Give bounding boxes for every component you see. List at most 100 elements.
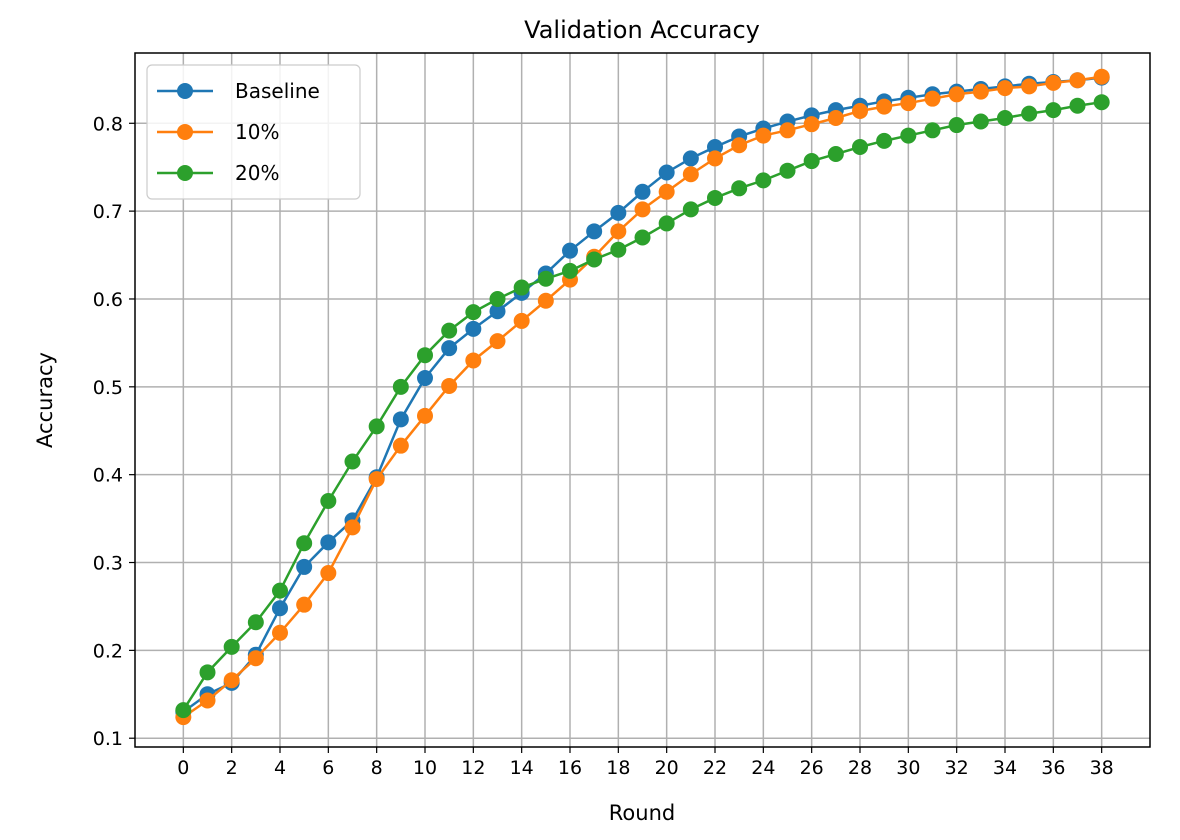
data-point <box>755 172 772 189</box>
data-point <box>223 638 240 655</box>
data-point <box>658 215 675 232</box>
x-tick-label: 6 <box>322 757 334 779</box>
data-point <box>392 411 409 428</box>
legend-box <box>146 64 361 200</box>
data-point <box>296 596 313 613</box>
data-point <box>876 98 893 115</box>
data-point <box>465 352 482 369</box>
y-tick-label: 0.4 <box>93 465 123 487</box>
data-point <box>199 692 216 709</box>
data-point <box>272 624 288 641</box>
data-point <box>803 153 820 170</box>
data-point <box>368 471 385 488</box>
data-point <box>417 370 433 387</box>
data-point <box>900 127 917 144</box>
data-point <box>634 229 651 246</box>
data-point <box>417 347 433 364</box>
data-point <box>779 162 796 179</box>
data-point <box>755 127 772 144</box>
data-point <box>489 290 506 307</box>
data-point <box>948 86 965 103</box>
x-tick-label: 38 <box>1090 757 1114 779</box>
y-tick-label: 0.7 <box>93 201 123 223</box>
data-point <box>1069 72 1086 89</box>
data-point <box>344 519 361 536</box>
x-tick-label: 4 <box>274 757 286 779</box>
series-layer <box>175 68 1110 726</box>
data-point <box>610 241 627 258</box>
data-point <box>247 614 264 631</box>
data-point <box>199 664 216 681</box>
x-tick-label: 30 <box>896 757 920 779</box>
data-point <box>682 201 699 218</box>
data-point <box>320 565 337 582</box>
data-point <box>1045 74 1062 91</box>
x-tick-label: 18 <box>606 757 630 779</box>
data-point <box>586 251 603 268</box>
data-point <box>368 418 385 435</box>
data-point <box>658 164 675 181</box>
legend-marker <box>177 124 193 140</box>
data-point <box>344 453 361 470</box>
y-tick-label: 0.2 <box>93 640 123 662</box>
y-tick-label: 0.5 <box>93 377 123 399</box>
data-point <box>707 138 723 155</box>
data-point <box>707 150 723 167</box>
chart-title: Validation Accuracy <box>524 16 760 44</box>
data-point <box>441 340 458 357</box>
data-point <box>827 146 844 163</box>
data-point <box>610 204 627 221</box>
data-point <box>562 262 578 279</box>
data-point <box>296 558 313 575</box>
data-point <box>296 535 313 552</box>
x-tick-label: 8 <box>371 757 383 779</box>
data-point <box>1093 94 1110 111</box>
data-point <box>586 223 603 240</box>
series-20pct <box>175 94 1110 719</box>
data-point <box>1045 102 1062 119</box>
data-point <box>682 150 699 167</box>
legend: Baseline 10% 20% <box>146 64 361 200</box>
legend-label: 10% <box>235 120 279 144</box>
x-tick-label: 22 <box>703 757 727 779</box>
x-tick-label: 26 <box>800 757 824 779</box>
data-point <box>489 333 506 350</box>
data-point <box>610 223 627 240</box>
x-tick-label: 16 <box>558 757 582 779</box>
data-point <box>948 117 965 134</box>
grid <box>135 53 1150 747</box>
data-point <box>489 303 506 320</box>
data-point <box>634 201 651 218</box>
x-tick-label: 12 <box>461 757 485 779</box>
data-point <box>707 189 723 206</box>
y-tick-label: 0.1 <box>93 728 123 750</box>
data-point <box>513 279 530 296</box>
legend-label: Baseline <box>235 79 320 103</box>
data-point <box>682 166 699 183</box>
ticks: 0 2 4 6 8 10 12 14 16 18 20 22 24 26 28 30 32 34 36 380.10.… <box>93 113 1114 779</box>
data-point <box>731 137 748 154</box>
y-tick-label: 0.3 <box>93 553 123 575</box>
data-point <box>997 80 1013 97</box>
legend-marker <box>177 165 193 181</box>
y-axis-label: Accuracy <box>33 352 57 448</box>
data-point <box>779 122 796 139</box>
data-point <box>852 138 868 155</box>
data-point <box>175 702 192 719</box>
data-point <box>272 600 288 617</box>
data-point <box>634 183 651 200</box>
data-point <box>972 83 989 100</box>
data-point <box>272 582 288 599</box>
data-point <box>537 292 554 309</box>
data-point <box>924 122 941 139</box>
data-point <box>537 270 554 287</box>
x-tick-label: 2 <box>226 757 238 779</box>
x-tick-label: 24 <box>751 757 775 779</box>
data-point <box>731 180 748 197</box>
x-axis-label: Round <box>609 801 675 825</box>
x-tick-label: 0 <box>177 757 189 779</box>
x-tick-label: 32 <box>945 757 969 779</box>
x-tick-label: 20 <box>655 757 679 779</box>
data-point <box>997 110 1013 127</box>
